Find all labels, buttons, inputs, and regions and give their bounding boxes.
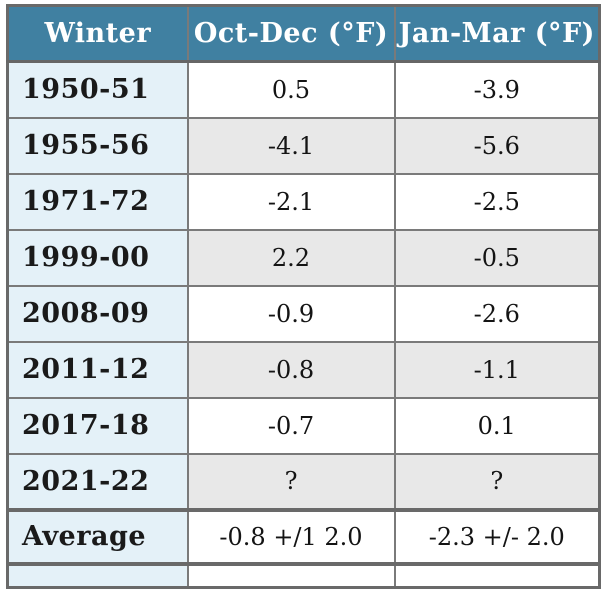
winter-cell: 2011-12 [6,340,189,399]
oct-dec-average-cell: -0.8 +/1 2.0 [186,508,396,565]
jan-mar-cell: -2.5 [393,172,601,231]
table-row: 1955-56 -4.1 -5.6 [6,116,601,175]
table-row: 2017-18 -0.7 0.1 [6,396,601,455]
winter-cell [6,563,189,589]
jan-mar-cell: -5.6 [393,116,601,175]
winter-cell: 2021-22 [6,452,189,511]
oct-dec-cell: -0.8 [186,340,396,399]
table-row: 2011-12 -0.8 -1.1 [6,340,601,399]
column-header-oct-dec: Oct-Dec (°F) [186,4,396,63]
winter-cell: 1955-56 [6,116,189,175]
cropped-next-row [6,563,601,589]
table-row: 2008-09 -0.9 -2.6 [6,284,601,343]
table-row: 1999-00 2.2 -0.5 [6,228,601,287]
jan-mar-cell: -2.6 [393,284,601,343]
jan-mar-cell: -0.5 [393,228,601,287]
jan-mar-cell: ? [393,452,601,511]
column-header-winter: Winter [6,4,189,63]
jan-mar-cell: -1.1 [393,340,601,399]
winter-cell: 1971-72 [6,172,189,231]
winter-temperature-table-screenshot: Winter Oct-Dec (°F) Jan-Mar (°F) 1950-51… [6,4,602,604]
oct-dec-cell: 0.5 [186,60,396,119]
average-label-cell: Average [6,508,189,565]
oct-dec-cell: -0.7 [186,396,396,455]
oct-dec-cell [186,563,396,589]
table-row: 1971-72 -2.1 -2.5 [6,172,601,231]
oct-dec-cell: -0.9 [186,284,396,343]
jan-mar-cell: -3.9 [393,60,601,119]
jan-mar-cell [393,563,601,589]
oct-dec-cell: ? [186,452,396,511]
winter-cell: 2008-09 [6,284,189,343]
oct-dec-cell: -2.1 [186,172,396,231]
average-row: Average -0.8 +/1 2.0 -2.3 +/- 2.0 [6,508,601,565]
column-header-jan-mar: Jan-Mar (°F) [393,4,601,63]
oct-dec-cell: 2.2 [186,228,396,287]
winter-cell: 1950-51 [6,60,189,119]
table-row: 2021-22 ? ? [6,452,601,511]
header-row: Winter Oct-Dec (°F) Jan-Mar (°F) [6,4,601,63]
winter-temperature-table: Winter Oct-Dec (°F) Jan-Mar (°F) 1950-51… [6,4,601,589]
winter-cell: 2017-18 [6,396,189,455]
table-row: 1950-51 0.5 -3.9 [6,60,601,119]
jan-mar-average-cell: -2.3 +/- 2.0 [393,508,601,565]
jan-mar-cell: 0.1 [393,396,601,455]
winter-cell: 1999-00 [6,228,189,287]
oct-dec-cell: -4.1 [186,116,396,175]
